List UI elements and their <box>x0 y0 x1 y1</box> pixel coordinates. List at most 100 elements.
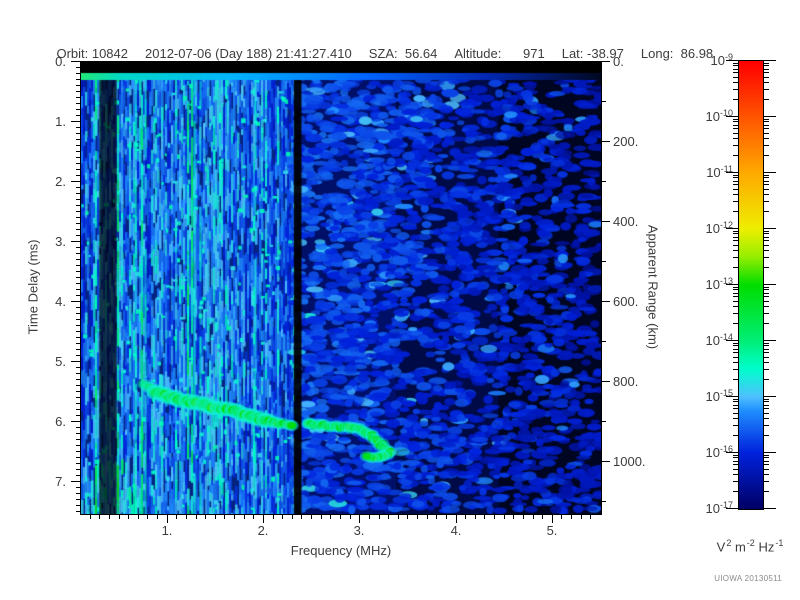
colorbar-major-tick <box>726 228 738 229</box>
colorbar-minor-tick <box>764 289 769 290</box>
x-minor-tick <box>234 515 235 519</box>
x-minor-tick <box>253 515 254 519</box>
colorbar-minor-tick <box>764 401 769 402</box>
y2-tick-label: 600. <box>613 294 639 309</box>
colorbar-minor-tick <box>733 474 738 475</box>
y2-minor-tick <box>602 181 606 182</box>
x-major-tick <box>552 515 553 523</box>
x-minor-tick <box>571 515 572 519</box>
colorbar-minor-tick <box>733 184 738 185</box>
colorbar-minor-tick <box>733 250 738 251</box>
y-tick-label: 4. <box>55 294 66 309</box>
colorbar-minor-tick <box>733 455 738 456</box>
colorbar-minor-tick <box>764 464 769 465</box>
x-minor-tick <box>388 515 389 519</box>
y-minor-tick <box>76 331 80 332</box>
colorbar-minor-tick <box>764 201 769 202</box>
y-minor-tick <box>76 277 80 278</box>
colorbar-minor-tick <box>733 352 738 353</box>
colorbar-major-tick <box>764 284 776 285</box>
colorbar-minor-tick <box>733 237 738 238</box>
colorbar-major-tick <box>764 172 776 173</box>
colorbar-minor-tick <box>733 72 738 73</box>
colorbar-minor-tick <box>733 89 738 90</box>
colorbar-minor-tick <box>733 133 738 134</box>
colorbar-minor-tick <box>764 82 769 83</box>
colorbar-minor-tick <box>764 293 769 294</box>
y-tick-label: 0. <box>55 54 66 69</box>
colorbar-minor-tick <box>733 435 738 436</box>
x-minor-tick <box>369 515 370 519</box>
colorbar-minor-tick <box>764 89 769 90</box>
colorbar-minor-tick <box>764 296 769 297</box>
colorbar-major-tick <box>726 172 738 173</box>
x-minor-tick <box>590 515 591 519</box>
colorbar-minor-tick <box>764 65 769 66</box>
colorbar-minor-tick <box>764 145 769 146</box>
colorbar-minor-tick <box>733 138 738 139</box>
y-tick-label: 1. <box>55 114 66 129</box>
colorbar-minor-tick <box>764 301 769 302</box>
colorbar-major-tick <box>764 60 776 61</box>
colorbar-minor-tick <box>764 306 769 307</box>
y-minor-tick <box>76 127 80 128</box>
colorbar-minor-tick <box>733 379 738 380</box>
y-minor-tick <box>76 97 80 98</box>
colorbar-minor-tick <box>764 357 769 358</box>
x-minor-tick <box>561 515 562 519</box>
colorbar-minor-tick <box>733 231 738 232</box>
y-minor-tick <box>76 511 80 512</box>
y-minor-tick <box>76 325 80 326</box>
y2-minor-tick <box>602 341 606 342</box>
x-minor-tick <box>379 515 380 519</box>
y-minor-tick <box>76 493 80 494</box>
x-minor-tick <box>321 515 322 519</box>
x-minor-tick <box>350 515 351 519</box>
x-minor-tick <box>196 515 197 519</box>
x-minor-tick <box>475 515 476 519</box>
ionogram-plot <box>80 61 602 515</box>
colorbar-minor-tick <box>764 155 769 156</box>
colorbar-minor-tick <box>733 155 738 156</box>
y-minor-tick <box>76 229 80 230</box>
colorbar-minor-tick <box>764 455 769 456</box>
y-minor-tick <box>76 505 80 506</box>
y-minor-tick <box>76 307 80 308</box>
colorbar-tick-label: 10-17 <box>705 499 733 517</box>
x-minor-tick <box>157 515 158 519</box>
x-axis-title: Frequency (MHz) <box>290 543 392 558</box>
y-major-tick <box>71 241 80 242</box>
colorbar-minor-tick <box>733 343 738 344</box>
colorbar-minor-tick <box>764 237 769 238</box>
y-minor-tick <box>76 211 80 212</box>
x-minor-tick <box>282 515 283 519</box>
colorbar-minor-tick <box>764 119 769 120</box>
x-minor-tick <box>311 515 312 519</box>
colorbar-minor-tick <box>733 457 738 458</box>
y-major-tick <box>71 301 80 302</box>
y-minor-tick <box>76 343 80 344</box>
y-major-tick <box>71 61 80 62</box>
colorbar-major-tick <box>764 340 776 341</box>
colorbar-minor-tick <box>764 418 769 419</box>
colorbar-minor-tick <box>733 301 738 302</box>
x-minor-tick <box>494 515 495 519</box>
colorbar-major-tick <box>726 396 738 397</box>
colorbar-minor-tick <box>733 481 738 482</box>
colorbar-minor-tick <box>764 77 769 78</box>
y-minor-tick <box>76 199 80 200</box>
colorbar-minor-tick <box>764 352 769 353</box>
y-minor-tick <box>76 289 80 290</box>
colorbar-major-tick <box>764 452 776 453</box>
colorbar-minor-tick <box>764 184 769 185</box>
y-minor-tick <box>76 91 80 92</box>
x-minor-tick <box>398 515 399 519</box>
colorbar-minor-tick <box>764 240 769 241</box>
y-minor-tick <box>76 337 80 338</box>
colorbar-minor-tick <box>764 245 769 246</box>
y-minor-tick <box>76 85 80 86</box>
y-minor-tick <box>76 271 80 272</box>
colorbar-minor-tick <box>733 287 738 288</box>
latitude-value: Lat: -38.97 <box>561 46 624 61</box>
colorbar-minor-tick <box>733 257 738 258</box>
